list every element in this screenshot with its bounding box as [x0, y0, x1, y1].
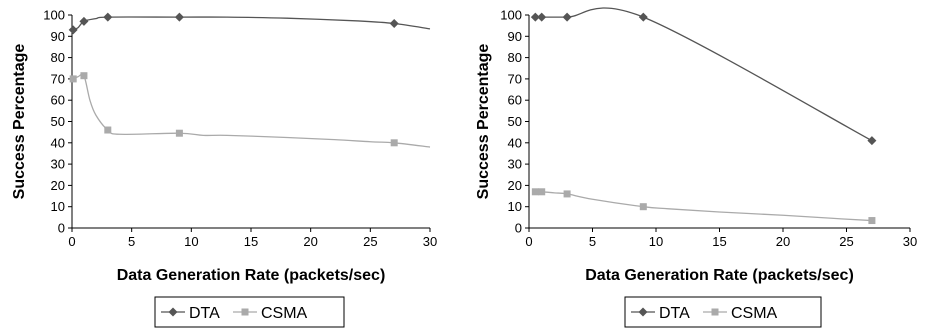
data-point-dta — [867, 136, 877, 146]
y-tick-label: 50 — [508, 114, 522, 129]
y-tick-label: 50 — [51, 114, 65, 129]
y-tick-label: 70 — [508, 71, 522, 86]
y-tick-label: 40 — [51, 135, 65, 150]
y-tick-label: 0 — [58, 221, 65, 236]
y-tick-label: 70 — [51, 71, 65, 86]
y-tick-label: 60 — [51, 93, 65, 108]
legend: DTA CSMA — [624, 296, 822, 328]
legend-label-csma: CSMA — [731, 305, 778, 322]
data-point-csma — [175, 129, 183, 137]
y-tick-label: 0 — [515, 221, 522, 236]
x-tick-label: 30 — [903, 234, 917, 249]
y-tick-label: 90 — [51, 29, 65, 44]
x-tick-label: 0 — [525, 234, 532, 249]
data-point-csma — [69, 75, 77, 83]
x-tick-label: 10 — [649, 234, 663, 249]
data-point-csma — [639, 203, 647, 211]
series-csma — [69, 72, 431, 148]
y-tick-label: 10 — [51, 199, 65, 214]
y-axis-title: Success Percentage — [11, 44, 28, 200]
x-tick-label: 5 — [589, 234, 596, 249]
x-tick-label: 5 — [128, 234, 135, 249]
y-tick-label: 80 — [508, 50, 522, 65]
y-tick-label: 100 — [500, 8, 522, 23]
data-point-dta — [103, 12, 113, 22]
x-axis-title: Data Generation Rate (packets/sec) — [585, 267, 854, 284]
data-point-dta — [174, 12, 184, 22]
x-tick-label: 25 — [839, 234, 853, 249]
legend-label-dta: DTA — [659, 305, 690, 322]
y-tick-label: 60 — [508, 93, 522, 108]
series-line-csma — [535, 191, 872, 222]
series-dta — [68, 12, 431, 35]
legend-marker-dta — [638, 307, 648, 317]
x-tick-label: 20 — [303, 234, 317, 249]
legend: DTA CSMA — [154, 296, 345, 328]
y-tick-label: 90 — [508, 29, 522, 44]
y-tick-label: 100 — [43, 8, 65, 23]
y-tick-label: 20 — [51, 178, 65, 193]
data-point-csma — [538, 188, 546, 196]
legend-label-dta: DTA — [189, 305, 220, 322]
x-tick-label: 30 — [423, 234, 437, 249]
chart-1: 0 10 20 30 40 50 60 70 80 90 100 0 5 10 15 20 25 30 Data G… — [11, 8, 437, 328]
data-point-dta — [389, 19, 399, 29]
x-tick-label: 0 — [68, 234, 75, 249]
series-dta — [530, 7, 877, 146]
data-point-dta — [638, 12, 648, 22]
data-point-csma — [563, 190, 571, 198]
y-tick-label: 40 — [508, 135, 522, 150]
y-tick-label: 30 — [508, 157, 522, 172]
data-point-csma — [80, 72, 88, 80]
data-point-dta — [537, 12, 547, 22]
legend-marker-csma — [241, 308, 249, 316]
chart-2: 0 10 20 30 40 50 60 70 80 90 100 0 5 10 15 20 25 30 Data G… — [475, 7, 917, 328]
data-point-csma — [868, 217, 876, 225]
legend-marker-dta — [168, 307, 178, 317]
x-tick-label: 20 — [776, 234, 790, 249]
data-point-dta — [562, 12, 572, 22]
legend-label-csma: CSMA — [261, 305, 308, 322]
data-point-csma — [104, 126, 112, 134]
data-point-csma — [390, 139, 398, 147]
series-csma — [531, 188, 876, 225]
data-point-csma — [531, 188, 539, 196]
series-line-dta — [535, 7, 873, 142]
data-point-dta — [530, 12, 540, 22]
data-point-dta — [68, 25, 78, 35]
y-tick-label: 80 — [51, 50, 65, 65]
legend-marker-csma — [711, 308, 719, 316]
y-tick-label: 30 — [51, 157, 65, 172]
x-tick-label: 25 — [363, 234, 377, 249]
x-axis-title: Data Generation Rate (packets/sec) — [117, 267, 386, 284]
x-tick-label: 15 — [712, 234, 726, 249]
y-tick-label: 10 — [508, 199, 522, 214]
series-line-dta — [72, 16, 431, 31]
x-tick-label: 15 — [244, 234, 258, 249]
series-line-csma — [72, 73, 431, 148]
y-axis-title: Success Percentage — [475, 44, 492, 200]
data-point-dta — [79, 16, 89, 26]
y-tick-label: 20 — [508, 178, 522, 193]
x-tick-label: 10 — [184, 234, 198, 249]
